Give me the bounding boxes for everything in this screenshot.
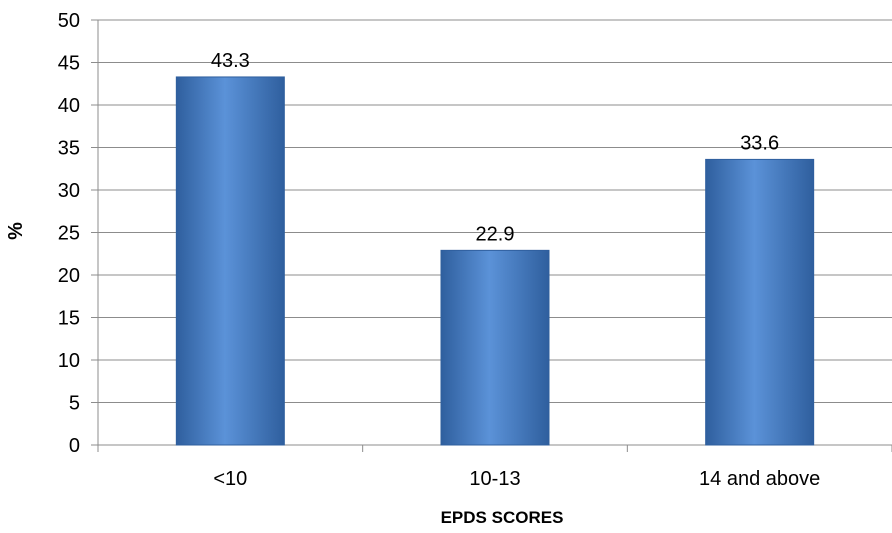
y-tick-label: 20 [58, 265, 80, 287]
y-tick-label: 30 [58, 180, 80, 202]
x-axis-title: EPDS SCORES [441, 508, 564, 527]
y-tick-label: 15 [58, 308, 80, 330]
bar-1 [440, 249, 550, 446]
y-tick-label: 5 [69, 393, 80, 415]
data-label: 22.9 [476, 223, 515, 245]
bar-0 [175, 76, 285, 446]
y-axis-title: % [5, 222, 27, 240]
bars [175, 76, 815, 446]
data-label: 43.3 [211, 50, 250, 72]
y-tick-label: 40 [58, 95, 80, 117]
y-tick-label: 35 [58, 138, 80, 160]
y-tick-label: 50 [58, 10, 80, 32]
y-tick-label: 25 [58, 223, 80, 245]
y-tick-label: 45 [58, 53, 80, 75]
y-tick-label: 10 [58, 350, 80, 372]
x-tick-label: <10 [213, 468, 247, 490]
bar-2 [705, 158, 815, 446]
y-tick-label: 0 [69, 435, 80, 457]
x-tick-label: 10-13 [469, 468, 520, 490]
x-tick-label: 14 and above [699, 468, 820, 490]
labels: 0 5 10 15 20 25 30 35 40 45 50 43.3 <10 22.9 10-13 33.6… [58, 10, 821, 490]
data-label: 33.6 [740, 132, 779, 154]
